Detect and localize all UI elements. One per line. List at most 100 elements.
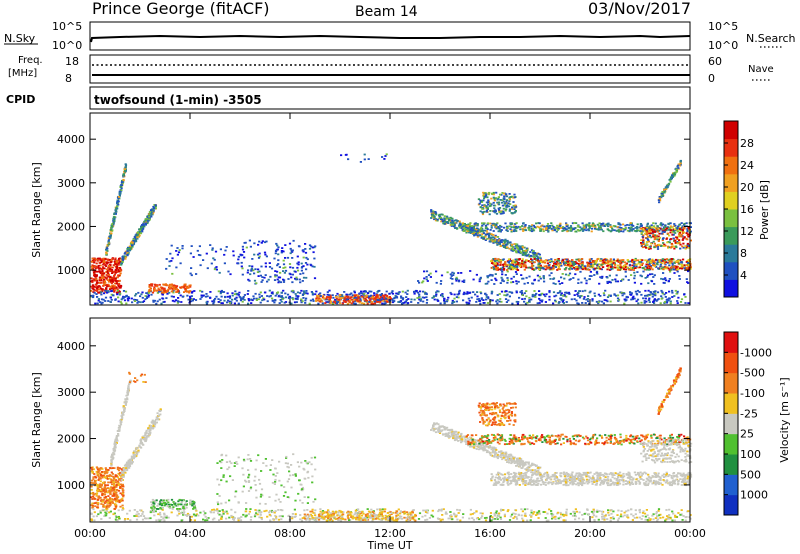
power-pixel: [471, 225, 474, 227]
power-pixel: [678, 234, 681, 237]
power-pixel: [674, 224, 677, 227]
power-pixel: [588, 260, 592, 263]
power-pixel: [171, 288, 174, 291]
power-pixel: [580, 227, 583, 230]
power-pixel: [259, 301, 262, 304]
power-pixel: [583, 277, 586, 280]
power-pixel: [422, 300, 425, 303]
power-pixel: [576, 293, 579, 296]
power-pixel: [549, 278, 552, 280]
power-pixel: [263, 251, 267, 254]
power-pixel: [90, 265, 93, 268]
power-pixel: [214, 297, 217, 300]
power-pixel: [489, 202, 492, 205]
power-pixel: [274, 275, 277, 278]
power-pixel: [486, 302, 489, 304]
power-pixel: [537, 268, 541, 271]
power-pixel: [543, 280, 546, 283]
velocity-pixel: [111, 498, 114, 501]
power-pixel: [253, 297, 256, 300]
power-pixel: [199, 289, 202, 292]
power-pixel: [567, 227, 570, 230]
power-pixel: [553, 265, 556, 267]
power-pixel: [237, 258, 240, 261]
power-pixel: [551, 229, 554, 232]
power-pixel: [565, 222, 568, 225]
power-pixel: [476, 233, 479, 235]
power-pixel: [676, 290, 679, 293]
power-pixel: [172, 295, 175, 298]
power-pixel: [634, 267, 637, 269]
power-pixel: [687, 270, 690, 273]
power-pixel: [363, 292, 366, 295]
velocity-pixel: [99, 474, 103, 476]
power-pixel: [512, 268, 515, 271]
power-pixel: [663, 258, 666, 261]
power-pixel: [489, 240, 492, 243]
velocity-pixel: [105, 468, 108, 471]
power-pixel: [234, 290, 237, 293]
power-pixel: [679, 243, 682, 246]
power-pixel: [523, 300, 526, 303]
power-pixel: [532, 229, 535, 232]
power-pixel: [481, 230, 484, 233]
power-pixel: [102, 285, 105, 287]
power-pixel: [669, 229, 672, 232]
power-pixel: [361, 292, 364, 295]
power-pixel: [458, 290, 461, 293]
power-pixel: [642, 270, 645, 273]
power-pixel: [136, 302, 139, 304]
power-pixel: [620, 291, 623, 294]
power-pixel: [112, 294, 115, 297]
power-pixel: [616, 259, 619, 262]
power-pixel: [481, 208, 484, 210]
power-pixel: [593, 295, 597, 297]
power-pixel: [523, 268, 526, 271]
power-pixel: [517, 264, 520, 266]
power-pixel: [557, 268, 560, 270]
power-pixel: [500, 201, 504, 204]
power-pixel: [145, 297, 149, 299]
freq-label-1: Freq.: [18, 55, 43, 66]
power-pixel: [640, 239, 643, 241]
power-pixel: [481, 211, 484, 214]
power-pixel: [167, 288, 170, 291]
power-pixel: [505, 264, 508, 266]
power-pixel: [533, 258, 536, 260]
power-pixel: [395, 296, 399, 299]
power-pixel: [480, 235, 483, 238]
power-pixel: [623, 261, 626, 264]
power-pixel: [636, 271, 639, 273]
power-pixel: [503, 195, 506, 198]
power-pixel: [458, 292, 461, 295]
power-pixel: [105, 252, 108, 255]
power-pixel: [346, 297, 349, 299]
power-pixel: [623, 264, 627, 266]
power-pixel: [507, 264, 510, 266]
power-pixel: [467, 223, 470, 226]
power-pixel: [631, 258, 634, 261]
power-pixel: [99, 271, 102, 274]
power-pixel: [130, 297, 133, 300]
power-pixel: [658, 196, 661, 198]
power-pixel: [282, 270, 285, 272]
power-pixel: [531, 268, 534, 271]
power-pixel: [107, 273, 110, 276]
power-pixel: [619, 230, 623, 233]
power-pixel: [106, 258, 109, 261]
power-pixel: [305, 297, 308, 300]
power-pixel: [413, 290, 416, 293]
power-pixel: [641, 235, 644, 238]
power-pixel: [108, 235, 111, 238]
power-pixel: [443, 220, 446, 223]
power-pixel: [451, 271, 454, 274]
power-pixel: [152, 205, 155, 208]
power-pixel: [281, 250, 284, 252]
power-pixel: [111, 278, 114, 280]
power-pixel: [640, 225, 643, 228]
power-pixel: [506, 225, 509, 228]
power-pixel: [660, 259, 663, 262]
power-pixel: [260, 295, 263, 297]
power-pixel: [432, 210, 435, 213]
power-pixel: [679, 247, 682, 250]
